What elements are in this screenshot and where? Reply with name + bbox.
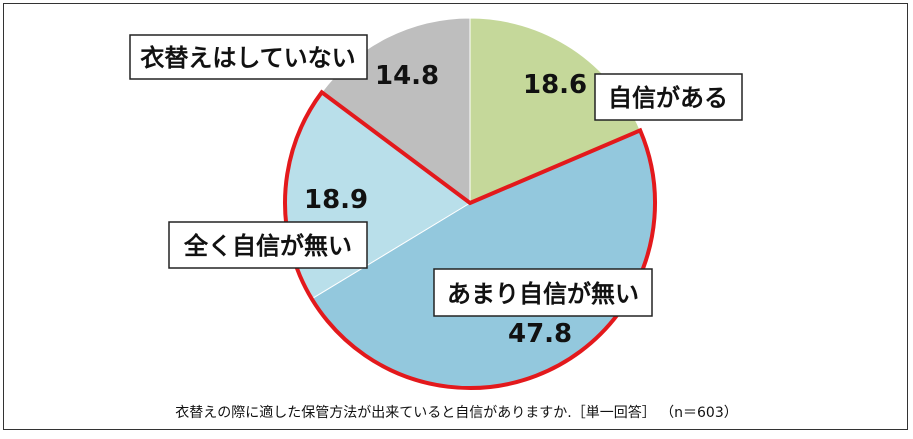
category-box-2: あまり自信が無い bbox=[433, 268, 653, 317]
value-label-2: 47.8 bbox=[508, 319, 572, 349]
value-label-3: 18.9 bbox=[304, 185, 368, 215]
category-box-3: 全く自信が無い bbox=[168, 221, 368, 269]
category-label-3: 全く自信が無い bbox=[183, 232, 352, 260]
value-label-1: 18.6 bbox=[523, 70, 587, 100]
pie-chart: 18.6 47.8 18.9 14.8 自信がある あまり自信が無い 全く自信が… bbox=[129, 17, 743, 390]
pie-highlight-group bbox=[283, 89, 657, 390]
pie-labels: 18.6 47.8 18.9 14.8 自信がある あまり自信が無い 全く自信が… bbox=[129, 34, 743, 349]
highlight-outline bbox=[283, 89, 657, 390]
category-label-1: 自信がある bbox=[608, 84, 728, 112]
chart-caption: 衣替えの際に適した保管方法が出来ていると自信がありますか.［単一回答］ （n＝6… bbox=[175, 405, 738, 421]
category-label-4: 衣替えはしていない bbox=[140, 44, 355, 72]
chart-frame: 18.6 47.8 18.9 14.8 自信がある あまり自信が無い 全く自信が… bbox=[3, 3, 908, 430]
category-label-2: あまり自信が無い bbox=[447, 280, 639, 308]
category-box-1: 自信がある bbox=[594, 73, 743, 121]
value-label-4: 14.8 bbox=[375, 61, 439, 91]
category-box-4: 衣替えはしていない bbox=[129, 34, 368, 80]
